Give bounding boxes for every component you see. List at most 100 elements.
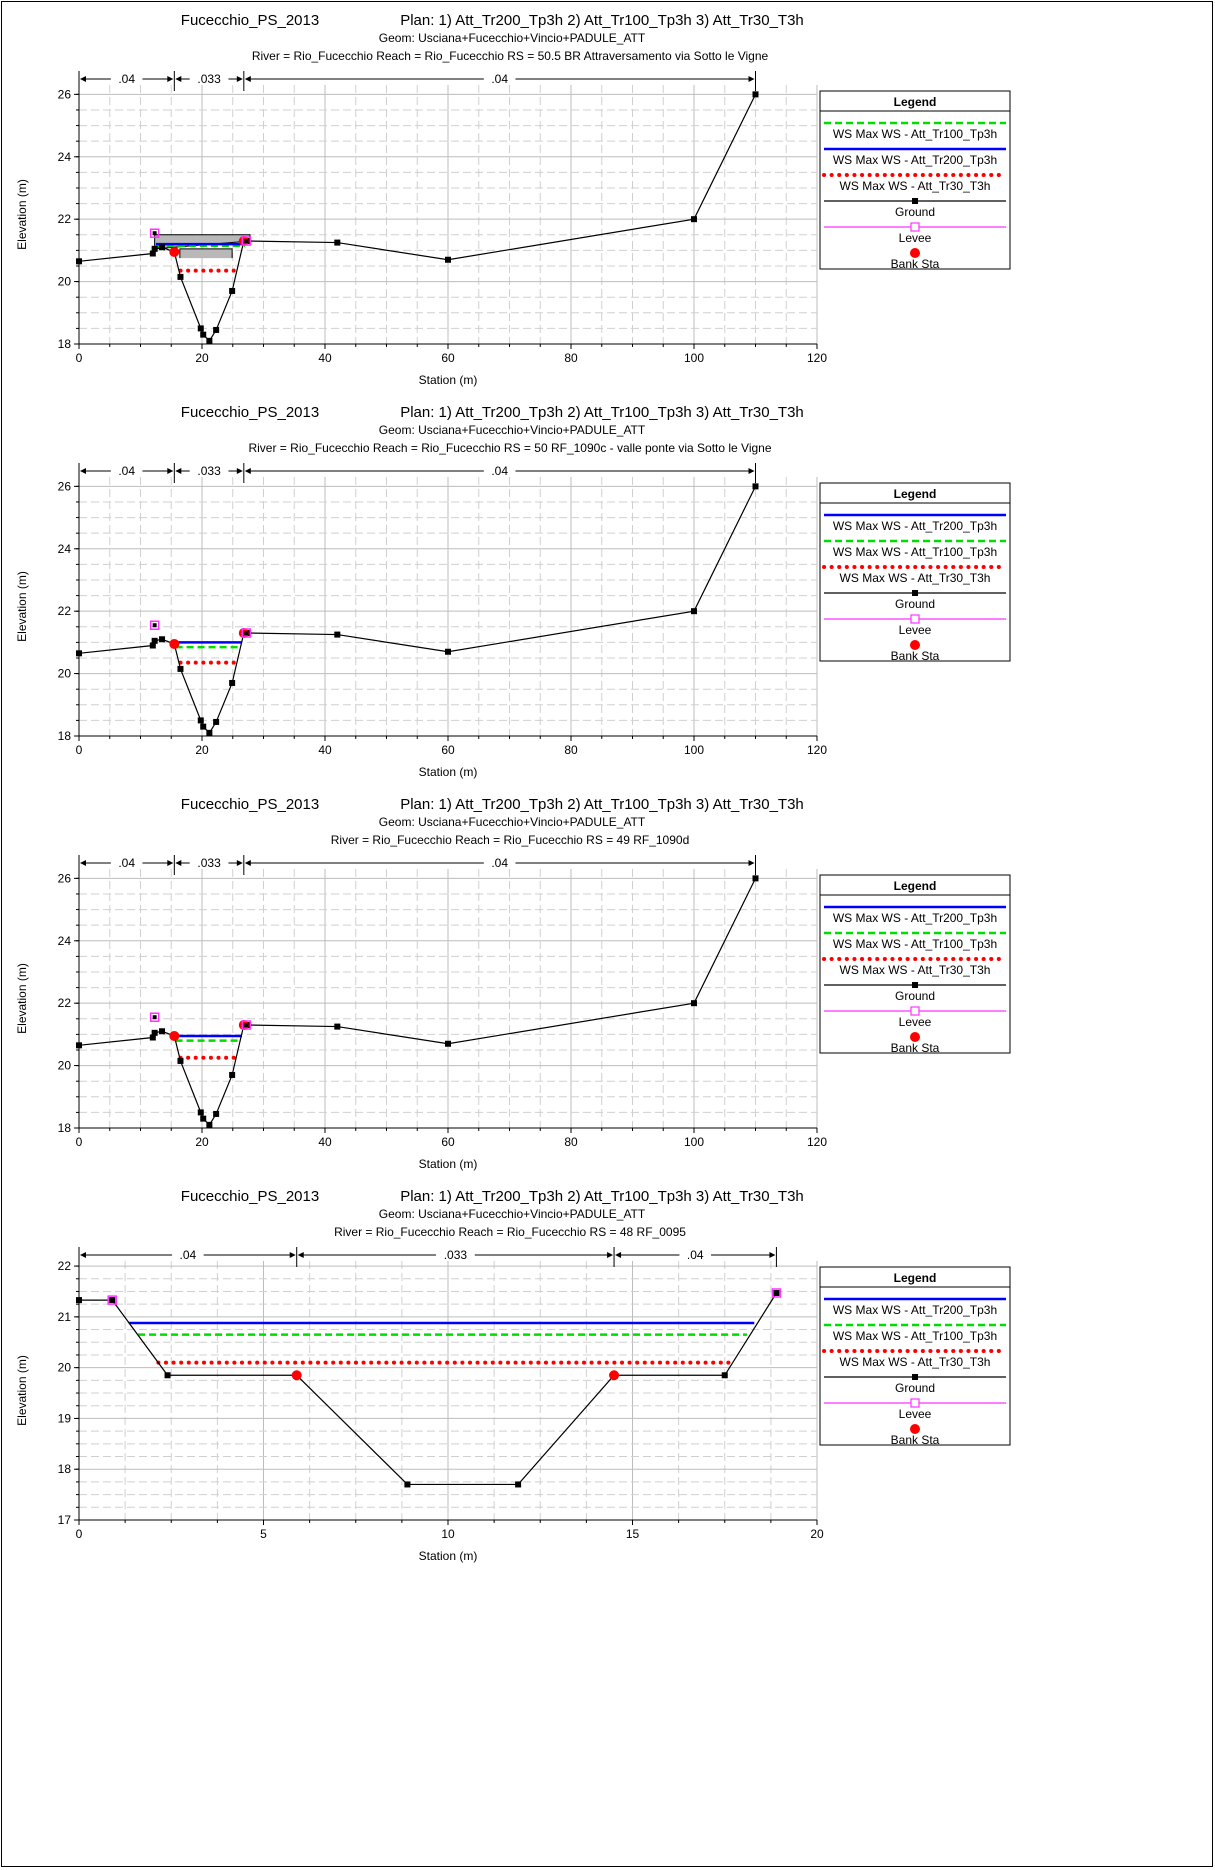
y-tick-label: 24: [58, 150, 72, 164]
geom-line: Geom: Usciana+Fucecchio+Vincio+PADULE_AT…: [379, 31, 646, 45]
manning-arrow: [167, 860, 174, 866]
legend-box: [819, 482, 1011, 662]
y-tick-label: 21: [58, 1310, 72, 1324]
ground-point: [752, 91, 759, 98]
manning-label: .033: [197, 464, 221, 478]
legend-swatch-levee-marker: [910, 1398, 920, 1408]
x-tick-label: 80: [564, 351, 578, 365]
ground-point: [206, 1121, 213, 1128]
levee-ground-point: [110, 1298, 115, 1303]
x-tick-label: 60: [441, 351, 455, 365]
grid: [78, 477, 818, 737]
ground-point: [151, 1029, 158, 1036]
ground-point: [404, 1481, 411, 1488]
x-tick-label: 20: [810, 1527, 824, 1541]
grid: [78, 1261, 818, 1521]
bank-station-marker: [169, 638, 180, 649]
y-axis-label: Elevation (m): [15, 571, 29, 642]
x-axis-label: Station (m): [419, 765, 478, 779]
x-axis-label: Station (m): [419, 373, 478, 387]
bank-station-marker: [238, 236, 249, 247]
y-tick-label: 20: [58, 1361, 72, 1375]
manning-arrow: [244, 860, 251, 866]
ground-point: [76, 650, 82, 657]
chart-panel-1: Fucecchio_PS_2013 Plan: 1) Att_Tr200_Tp3h…: [15, 12, 1011, 387]
legend-label: Levee: [899, 231, 932, 245]
ground-point: [229, 1071, 236, 1078]
legend-swatch-ground-point: [912, 198, 918, 204]
ground-point: [151, 637, 158, 644]
legend-label: WS Max WS - Att_Tr200_Tp3h: [833, 519, 997, 533]
x-tick-label: 20: [195, 351, 209, 365]
legend-label: Ground: [895, 597, 935, 611]
levee-marker: [771, 1288, 782, 1298]
levee-marker: [241, 628, 252, 638]
x-tick-label: 5: [260, 1527, 267, 1541]
ground-point: [159, 1028, 166, 1035]
manning-arrow: [244, 76, 251, 82]
levee-ground-point: [244, 631, 249, 636]
legend-swatch-levee-marker: [910, 1006, 920, 1016]
x-tick-label: 0: [76, 1527, 83, 1541]
y-tick-label: 18: [58, 1121, 72, 1135]
river-line: River = Rio_Fucecchio Reach = Rio_Fucecc…: [248, 441, 771, 455]
manning-bar: .04 .033 .04: [78, 855, 756, 875]
bank-station-marker: [291, 1370, 302, 1381]
manning-bar: .04 .033 .04: [78, 463, 756, 483]
plan-line: Plan: 1) Att_Tr200_Tp3h 2) Att_Tr100_Tp3…: [400, 404, 804, 421]
river-line: River = Rio_Fucecchio Reach = Rio_Fucecc…: [252, 49, 769, 63]
levee-marker: [149, 620, 160, 630]
x-tick-label: 20: [195, 743, 209, 757]
manning-arrow: [748, 76, 755, 82]
ground-point: [752, 875, 759, 882]
manning-arrow: [80, 860, 86, 866]
ground-point: [445, 1040, 451, 1047]
legend-label: Ground: [895, 205, 935, 219]
manning-arrow: [80, 1252, 86, 1258]
x-tick-label: 0: [76, 743, 83, 757]
y-tick-label: 26: [58, 479, 72, 493]
manning-label: .04: [118, 72, 135, 86]
legend-label: WS Max WS - Att_Tr100_Tp3h: [833, 1329, 997, 1343]
ground-point: [76, 1297, 82, 1304]
ground-point: [76, 1042, 82, 1049]
x-tick-label: 10: [441, 1527, 455, 1541]
ground-point: [197, 1109, 204, 1116]
y-tick-label: 26: [58, 871, 72, 885]
legend-label: WS Max WS - Att_Tr100_Tp3h: [833, 545, 997, 559]
manning-label: .04: [687, 1248, 704, 1262]
legend-title: Legend: [894, 879, 937, 893]
legend-label: Levee: [899, 1015, 932, 1029]
y-tick-label: 17: [58, 1513, 72, 1527]
legend-label: WS Max WS - Att_Tr30_T3h: [840, 1355, 991, 1369]
ground-point: [691, 608, 697, 615]
ground-point: [334, 1023, 341, 1030]
legend-label: WS Max WS - Att_Tr200_Tp3h: [833, 911, 997, 925]
plan-line: Plan: 1) Att_Tr200_Tp3h 2) Att_Tr100_Tp3…: [400, 1188, 804, 1205]
chart-panel-3: Fucecchio_PS_2013 Plan: 1) Att_Tr200_Tp3h…: [15, 796, 1011, 1171]
x-tick-label: 120: [807, 743, 827, 757]
ground-point: [200, 331, 207, 338]
manning-label: .033: [444, 1248, 468, 1262]
manning-arrow: [236, 860, 243, 866]
bank-station-marker: [609, 1370, 620, 1381]
legend-swatch-ground-point: [912, 590, 918, 596]
legend-label: WS Max WS - Att_Tr100_Tp3h: [833, 937, 997, 951]
ground-point: [721, 1372, 728, 1379]
x-tick-label: 40: [318, 351, 332, 365]
manning-label: .04: [180, 1248, 197, 1262]
manning-label: .04: [118, 464, 135, 478]
manning-arrow: [244, 468, 251, 474]
y-tick-label: 24: [58, 934, 72, 948]
y-tick-label: 18: [58, 729, 72, 743]
manning-arrow: [289, 1252, 296, 1258]
x-tick-label: 120: [807, 1135, 827, 1149]
x-tick-label: 20: [195, 1135, 209, 1149]
manning-arrow: [175, 76, 182, 82]
x-tick-label: 0: [76, 1135, 83, 1149]
levee-ground-point: [244, 1023, 249, 1028]
legend-label: WS Max WS - Att_Tr30_T3h: [840, 571, 991, 585]
ground-point: [213, 718, 220, 725]
chart-panel-4: Fucecchio_PS_2013 Plan: 1) Att_Tr200_Tp3h…: [15, 1188, 1011, 1563]
